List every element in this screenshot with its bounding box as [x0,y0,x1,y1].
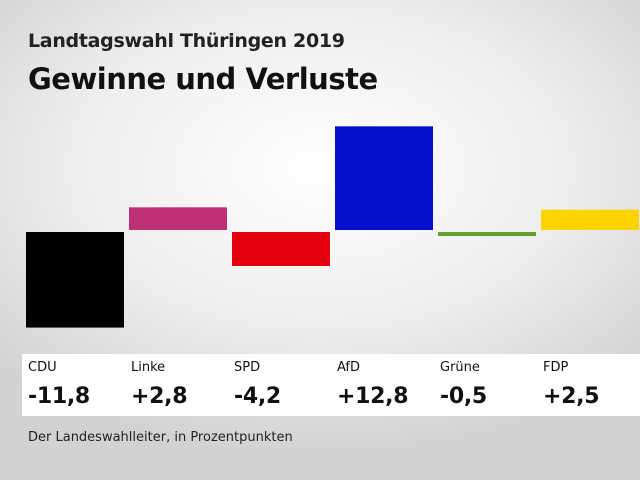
kicker: Landtagswahl Thüringen 2019 [28,30,345,52]
party-name-linke: Linke [131,360,166,375]
bar-linke [129,207,227,230]
party-name-spd: SPD [234,360,261,375]
party-name-afd: AfD [337,360,361,375]
bar-fdp [541,209,639,230]
page-title: Gewinne und Verluste [28,62,378,96]
party-value-cdu: -11,8 [28,384,90,409]
party-value-gruene: -0,5 [440,384,487,409]
result-cdu: CDU -11,8 [22,354,122,416]
party-name-fdp: FDP [543,360,569,375]
party-name-cdu: CDU [28,360,57,375]
result-gruene: Grüne -0,5 [434,354,534,416]
bar-afd [335,126,433,230]
party-value-linke: +2,8 [131,384,188,409]
result-linke: Linke +2,8 [125,354,225,416]
result-afd: AfD +12,8 [331,354,431,416]
bar-gruene [438,232,536,237]
result-spd: SPD -4,2 [228,354,328,416]
party-value-spd: -4,2 [234,384,281,409]
party-name-gruene: Grüne [440,360,480,375]
bar-cdu [26,232,124,328]
party-value-afd: +12,8 [337,384,409,409]
results-table: CDU -11,8 Linke +2,8 SPD -4,2 AfD +12,8 … [22,354,640,416]
bar-spd [232,232,330,267]
result-fdp: FDP +2,5 [537,354,637,416]
party-value-fdp: +2,5 [543,384,600,409]
source-note: Der Landeswahlleiter, in Prozentpunkten [28,430,293,445]
